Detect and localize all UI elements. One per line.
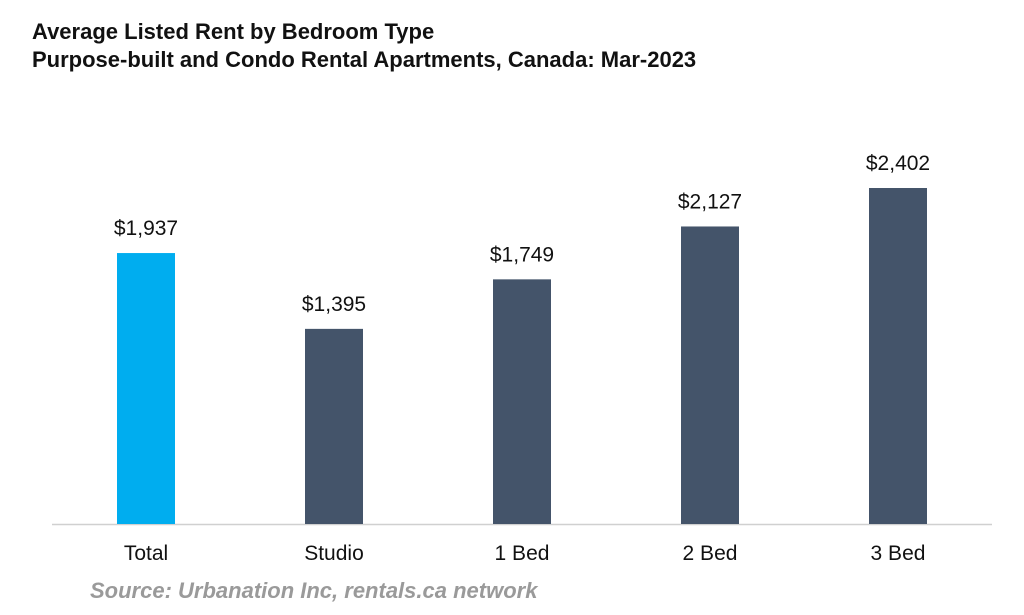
x-tick-label-2-bed: 2 Bed — [683, 542, 738, 565]
x-tick-label-studio: Studio — [304, 542, 364, 565]
bar-1-bed — [493, 279, 551, 524]
data-label-studio: $1,395 — [302, 293, 366, 316]
chart-title: Average Listed Rent by Bedroom Type — [32, 19, 435, 44]
x-tick-label-total: Total — [124, 542, 168, 565]
data-label-1-bed: $1,749 — [490, 243, 554, 266]
chart-title-block: Average Listed Rent by Bedroom Type Purp… — [32, 18, 696, 74]
x-tick-label-1-bed: 1 Bed — [495, 542, 550, 565]
bar-2-bed — [681, 226, 739, 525]
bar-total — [117, 253, 175, 525]
x-tick-label-3-bed: 3 Bed — [871, 542, 926, 565]
source-note: Source: Urbanation Inc, rentals.ca netwo… — [90, 578, 538, 603]
data-label-3-bed: $2,402 — [866, 152, 930, 175]
chart-subtitle: Purpose-built and Condo Rental Apartment… — [32, 47, 697, 72]
data-label-total: $1,937 — [114, 217, 178, 240]
bar-3-bed — [869, 188, 927, 524]
data-label-2-bed: $2,127 — [678, 190, 742, 213]
bar-studio — [305, 328, 363, 524]
